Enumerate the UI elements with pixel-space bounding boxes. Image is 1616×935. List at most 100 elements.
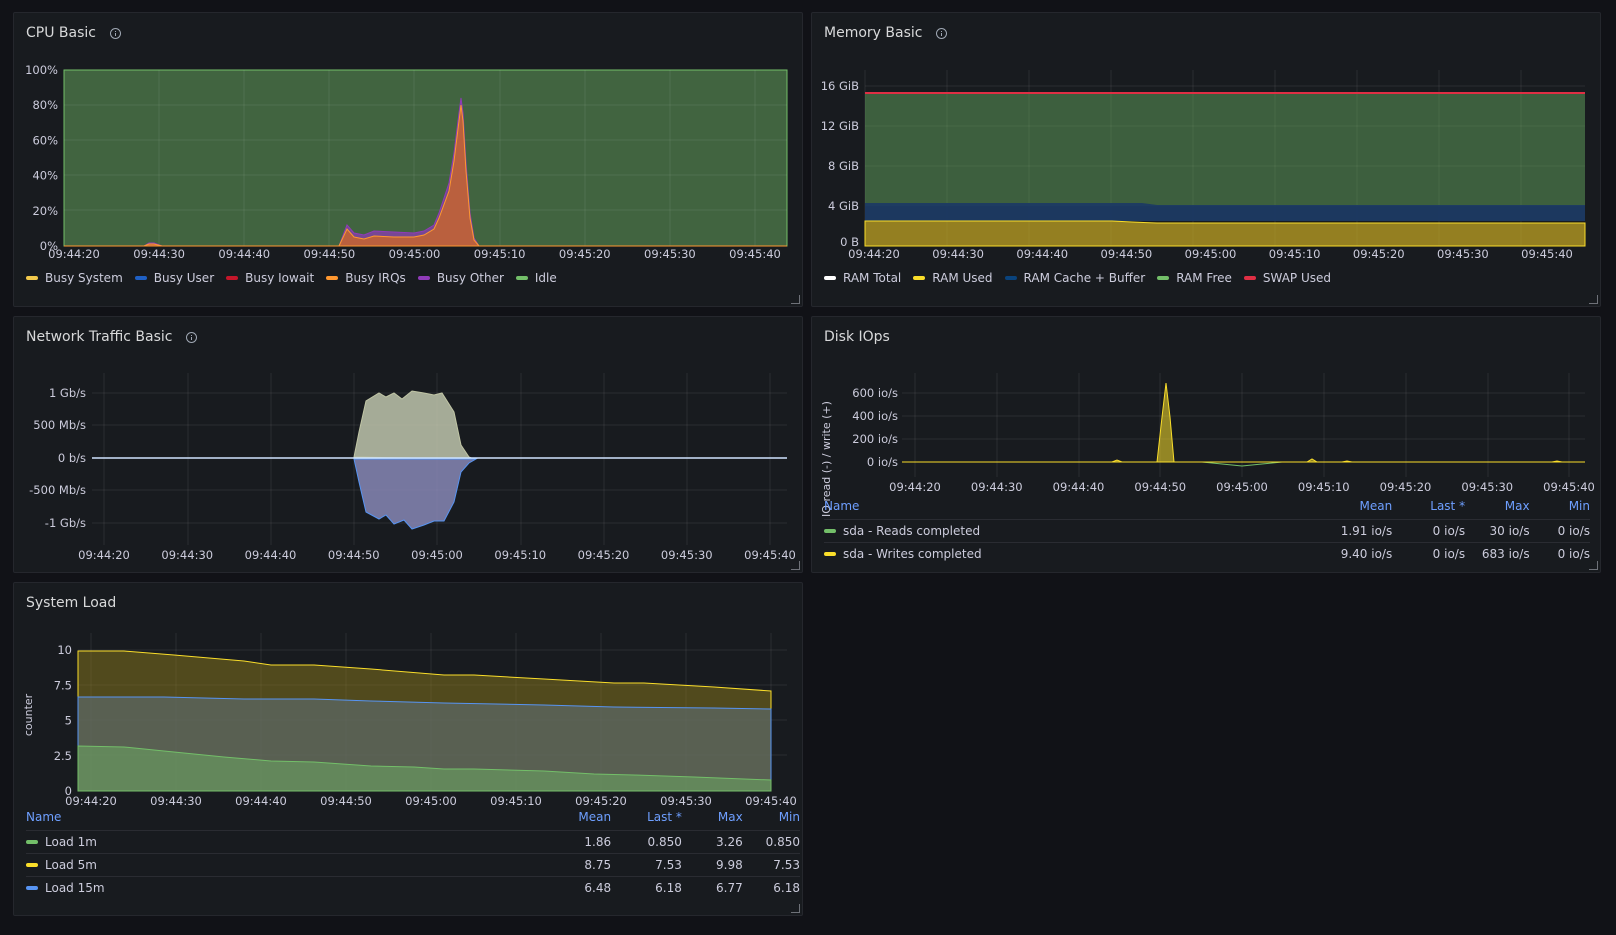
x-tick-label: 09:44:30 [161,548,213,562]
cell-min: 0.850 [742,830,800,854]
cell-min: 7.53 [742,853,800,877]
column-header[interactable]: Mean [1359,499,1393,513]
legend-item[interactable]: RAM Cache + Buffer [1004,271,1145,285]
y-tick-label: 0 io/s [867,455,898,469]
legend-item[interactable]: Busy User [134,271,215,285]
legend-item[interactable]: RAM Free [1157,271,1232,285]
x-tick-label: 09:44:50 [1101,247,1153,261]
x-tick-label: 09:45:30 [644,247,696,261]
legend-swatch [515,276,528,280]
column-header[interactable]: Max [717,810,743,824]
system-load-chart[interactable]: counter 10 7.5 5 2.5 0 09:44:20 09:44:30 09:44… [14,583,804,917]
x-tick-label: 09:45:00 [1216,480,1268,494]
table-row[interactable]: sda - Writes completed 9.40 io/s 0 io/s 683… [824,542,1590,565]
x-tick-label: 09:44:40 [235,794,287,808]
column-header[interactable]: Name [824,499,860,513]
column-header[interactable]: Last * [647,810,682,824]
y-tick-label: 200 io/s [852,432,898,446]
network-traffic-panel[interactable]: Network Traffic Basic 1 Gb/s 500 Mb/s 0 b/… [13,316,803,573]
x-tick-label: 09:44:40 [245,548,297,562]
column-header[interactable]: Name [26,810,62,824]
column-header[interactable]: Mean [578,810,612,824]
legend-item[interactable]: Busy IRQs [326,271,406,285]
load-1m-area [77,745,772,792]
resize-handle-icon[interactable] [791,904,800,913]
cpu-basic-panel[interactable]: CPU Basic 100% 80% 60% 40% 20% 0% 09:44:20 09:… [13,12,803,307]
resize-handle-icon[interactable] [1589,561,1598,570]
series-name: sda - Reads completed [843,524,981,538]
x-tick-label: 09:45:10 [1298,480,1350,494]
table-row[interactable]: Load 1m 1.86 0.850 3.26 0.850 [26,830,800,854]
y-tick-label: -500 Mb/s [29,483,86,497]
cpu-grid [64,70,787,246]
panel-title[interactable]: System Load [26,595,117,611]
legend-item[interactable]: Idle [515,271,557,285]
table-row[interactable]: Load 15m 6.48 6.18 6.77 6.18 [26,876,800,899]
busy-system-area [64,104,787,247]
y-tick-label: 0 [65,784,72,798]
disk-legend-table: Name Mean Last * Max Min sda - Reads complete… [824,497,1590,565]
panel-title[interactable]: Network Traffic Basic [26,329,173,345]
series-swatch [824,552,836,556]
column-header[interactable]: Min [1568,499,1590,513]
cell-mean: 1.86 [540,830,612,854]
panel-header: CPU Basic [26,25,121,41]
legend-item[interactable]: RAM Used [913,271,993,285]
x-tick-label: 09:44:20 [848,247,900,261]
info-icon[interactable] [936,27,948,39]
resize-handle-icon[interactable] [791,561,800,570]
series-name: Load 1m [45,835,97,849]
table-row[interactable]: sda - Reads completed 1.91 io/s 0 io/s 30 i… [824,519,1590,543]
memory-legend: RAM Total RAM Used RAM Cache + Buffer RAM F… [824,271,1343,285]
x-tick-label: 09:44:20 [65,794,117,808]
x-tick-label: 09:44:50 [304,247,356,261]
disk-chart[interactable]: IO read (-) / write (+) 600 io/s 400 io/s… [812,317,1602,574]
x-tick-label: 09:45:40 [744,548,796,562]
legend-label: Busy Iowait [245,271,315,285]
table-row[interactable]: Load 5m 8.75 7.53 9.98 7.53 [26,853,800,877]
column-header[interactable]: Max [1504,499,1530,513]
legend-label: RAM Total [843,271,902,285]
x-tick-label: 09:45:00 [389,247,441,261]
y-tick-label: 60% [32,133,58,147]
y-tick-label: 1 Gb/s [49,386,86,400]
legend-label: Busy System [45,271,123,285]
panel-title[interactable]: Disk IOps [824,329,890,345]
legend-label: Busy User [153,271,215,285]
legend-item[interactable]: Busy Iowait [226,271,314,285]
cell-min: 0 io/s [1529,542,1590,565]
disk-iops-panel[interactable]: Disk IOps IO read (-) / write (+) 600 io… [811,316,1601,573]
y-tick-label: 8 GiB [828,159,859,173]
memory-basic-panel[interactable]: Memory Basic 16 GiB 12 GiB 8 GiB 4 GiB 0 B 0… [811,12,1601,307]
legend-item[interactable]: SWAP Used [1243,271,1331,285]
legend-swatch [326,276,339,280]
column-header[interactable]: Last * [1430,499,1466,513]
reads-line [902,461,1585,467]
y-tick-label: 10 [57,643,72,657]
y-tick-label: 5 [65,714,72,728]
memory-chart[interactable]: 16 GiB 12 GiB 8 GiB 4 GiB 0 B 09:44:20 09:44:… [812,13,1602,308]
legend-item[interactable]: Busy Other [417,271,504,285]
panel-header: Network Traffic Basic [26,329,198,345]
resize-handle-icon[interactable] [1589,295,1598,304]
column-header[interactable]: Min [778,810,800,824]
info-icon[interactable] [109,27,121,39]
panel-header: Disk IOps [824,329,890,345]
panel-title[interactable]: CPU Basic [26,25,96,41]
cell-last: 0 io/s [1392,519,1466,543]
info-icon[interactable] [186,331,198,343]
cell-max: 9.98 [681,853,743,877]
y-tick-label: 600 io/s [852,386,898,400]
cpu-chart[interactable]: 100% 80% 60% 40% 20% 0% 09:44:20 09:44:30 09:44… [14,13,804,308]
resize-handle-icon[interactable] [791,295,800,304]
system-load-panel[interactable]: System Load counter 10 7.5 5 2.5 0 09:44:20 0… [13,582,803,916]
x-tick-label: 09:44:20 [48,247,100,261]
legend-item[interactable]: Busy System [26,271,123,285]
cell-last: 0 io/s [1392,542,1466,565]
y-tick-label: 0% [40,239,58,253]
load-legend-table: Name Mean Last * Max Min Load 1m 1.86 0.850 3.26… [26,808,800,899]
cell-max: 3.26 [681,830,743,854]
network-chart[interactable]: 1 Gb/s 500 Mb/s 0 b/s -500 Mb/s -1 Gb/s 09:4… [14,317,804,574]
legend-item[interactable]: RAM Total [824,271,901,285]
panel-title[interactable]: Memory Basic [824,25,923,41]
